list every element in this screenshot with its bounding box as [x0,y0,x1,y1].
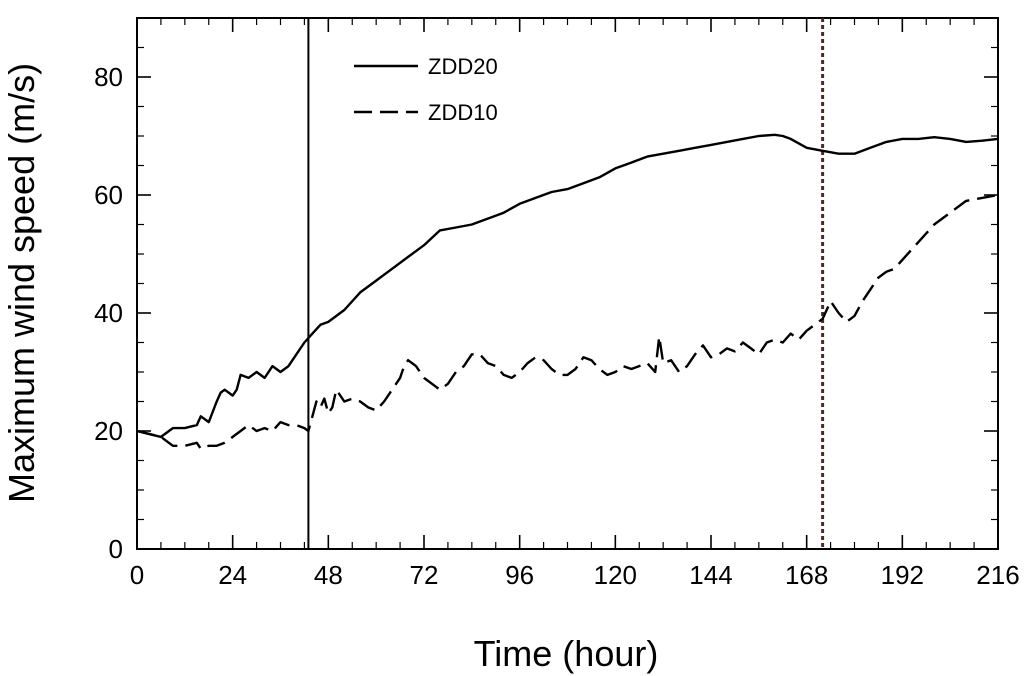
x-tick-label: 192 [881,560,924,590]
legend-label-zdd10: ZDD10 [428,100,498,125]
series-line-zdd10 [136,193,999,450]
x-tick-label: 120 [594,560,637,590]
y-axis: 0 20 40 60 80 [94,17,998,564]
legend-label-zdd20: ZDD20 [428,54,498,79]
x-tick-label: 144 [689,560,732,590]
x-axis-title: Time (hour) [474,633,659,674]
x-tick-label: 24 [218,560,247,590]
x-tick-label: 216 [976,560,1019,590]
x-tick-label: 168 [785,560,828,590]
plot-frame [136,17,999,550]
series-group [136,133,999,450]
x-tick-label: 0 [130,560,144,590]
vertical-markers [307,18,825,549]
y-tick-label: 80 [94,62,123,92]
series-line-zdd20 [136,133,999,439]
x-tick-label: 72 [410,560,439,590]
y-axis-title: Maximum wind speed (m/s) [1,63,42,503]
y-tick-label: 20 [94,416,123,446]
legend: ZDD20 ZDD10 [354,54,498,125]
plot-border [136,17,999,550]
y-tick-label: 40 [94,298,123,328]
x-tick-label: 48 [314,560,343,590]
x-tick-label: 96 [505,560,534,590]
x-axis: 0 24 48 72 96 120 144 168 192 216 [130,18,1020,590]
y-tick-label: 60 [94,180,123,210]
y-tick-label: 0 [109,534,123,564]
